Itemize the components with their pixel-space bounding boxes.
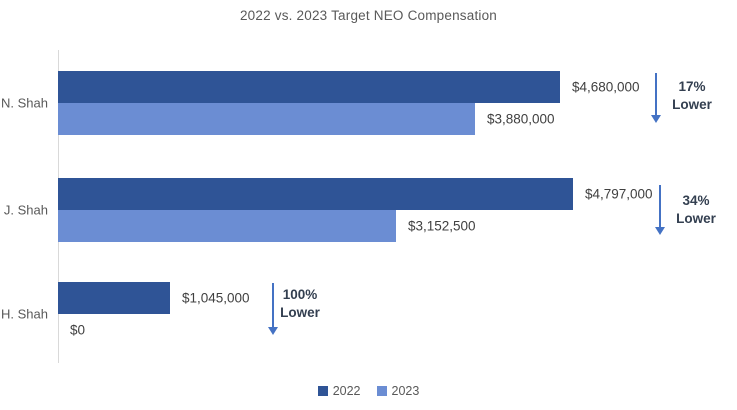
down-arrow-icon: [651, 73, 661, 123]
arrow-head: [651, 115, 661, 123]
legend-item-2023: 2023: [376, 384, 420, 398]
value-label-2022-j-shah: $4,797,000: [585, 186, 653, 202]
legend-label-2023: 2023: [391, 384, 420, 398]
down-arrow-icon: [268, 283, 278, 335]
legend: 2022 2023: [0, 383, 737, 399]
legend-swatch-2023: [376, 386, 387, 396]
annotation-word: Lower: [672, 97, 712, 112]
arrow-head: [655, 227, 665, 235]
bar-2022-n-shah: [58, 71, 560, 103]
annotation-word: Lower: [676, 211, 716, 226]
annotation-pct: 100%: [282, 287, 318, 302]
arrow-head: [268, 327, 278, 335]
value-label-2022-n-shah: $4,680,000: [572, 79, 640, 95]
annotation-17-lower: 17% Lower: [647, 78, 737, 114]
arrow-shaft: [272, 283, 274, 327]
chart-title: 2022 vs. 2023 Target NEO Compensation: [239, 8, 498, 23]
arrow-shaft: [655, 73, 657, 115]
bar-2023-j-shah: [58, 210, 396, 242]
category-label-h-shah: H. Shah: [1, 306, 48, 322]
annotation-100-lower: 100% Lower: [255, 286, 345, 322]
value-label-2023-n-shah: $3,880,000: [487, 111, 555, 127]
down-arrow-icon: [655, 185, 665, 235]
value-label-2022-h-shah: $1,045,000: [182, 290, 250, 306]
value-label-2023-j-shah: $3,152,500: [408, 218, 476, 234]
arrow-shaft: [659, 185, 661, 227]
category-label-j-shah: J. Shah: [3, 202, 48, 218]
legend-swatch-2022: [317, 386, 328, 396]
annotation-pct: 17%: [678, 79, 706, 94]
value-label-2023-h-shah: $0: [70, 322, 86, 338]
bar-2023-n-shah: [58, 103, 475, 135]
legend-item-2022: 2022: [317, 384, 361, 398]
category-label-n-shah: N. Shah: [1, 95, 48, 111]
annotation-word: Lower: [280, 305, 320, 320]
bar-2022-h-shah: [58, 282, 170, 314]
annotation-pct: 34%: [682, 193, 710, 208]
legend-label-2022: 2022: [332, 384, 361, 398]
bar-2022-j-shah: [58, 178, 573, 210]
annotation-34-lower: 34% Lower: [651, 192, 737, 228]
